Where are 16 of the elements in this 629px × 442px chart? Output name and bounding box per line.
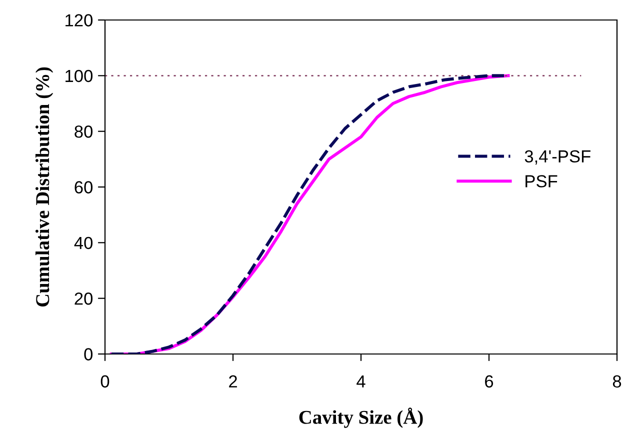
y-tick-label: 20: [74, 292, 93, 305]
legend-label: PSF: [526, 175, 558, 188]
x-tick-label: 0: [100, 375, 110, 388]
y-axis-title: Cumulative Distribution (%): [35, 67, 54, 306]
y-tick-label: 120: [66, 14, 93, 26]
x-tick-label: 2: [229, 375, 237, 388]
y-tick-label: 60: [74, 181, 93, 194]
x-tick-label: 4: [356, 375, 366, 388]
legend-label: 3,4'-PSF: [524, 150, 590, 165]
x-tick-label: 6: [485, 375, 494, 388]
x-axis-title: Cavity Size (Å): [299, 408, 423, 428]
y-tick-label: 80: [74, 126, 93, 138]
y-tick-label: 0: [84, 348, 93, 360]
y-tick-label: 40: [74, 236, 93, 250]
x-tick-label: 8: [612, 375, 622, 388]
y-tick-label: 100: [66, 70, 93, 82]
